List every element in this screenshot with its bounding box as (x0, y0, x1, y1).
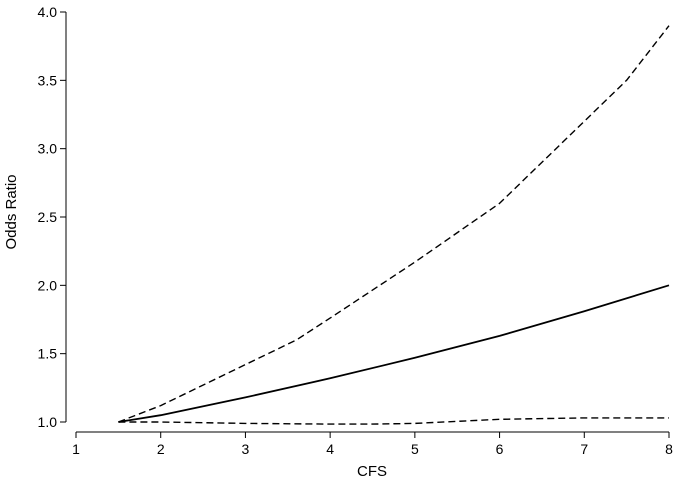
y-tick-label: 1.0 (38, 414, 58, 430)
plot-area (118, 25, 670, 425)
odds-ratio-line (118, 284, 670, 423)
y-tick-label: 3.5 (38, 72, 58, 88)
x-tick-label: 5 (411, 441, 419, 457)
x-tick-label: 4 (326, 441, 334, 457)
y-tick-label: 2.0 (38, 277, 58, 293)
y-axis-title: Odds Ratio (3, 174, 20, 249)
x-tick-label: 2 (157, 441, 165, 457)
lower-ci-line (118, 417, 669, 425)
x-axis-title: CFS (357, 463, 387, 480)
x-tick-label: 8 (665, 441, 673, 457)
x-tick-label: 6 (496, 441, 504, 457)
y-tick-label: 4.0 (38, 4, 58, 20)
upper-ci-line (118, 25, 670, 423)
y-tick-label: 3.0 (38, 141, 58, 157)
y-tick-label: 1.5 (38, 346, 58, 362)
x-tick-label: 3 (242, 441, 250, 457)
x-tick-label: 7 (580, 441, 588, 457)
y-axis: 1.0 1.5 2.0 2.5 3.0 3.5 4.0 (38, 4, 67, 430)
y-tick-label: 2.5 (38, 209, 58, 225)
x-axis: 1 2 3 4 5 6 7 8 (72, 431, 673, 457)
x-tick-label: 1 (72, 441, 80, 457)
